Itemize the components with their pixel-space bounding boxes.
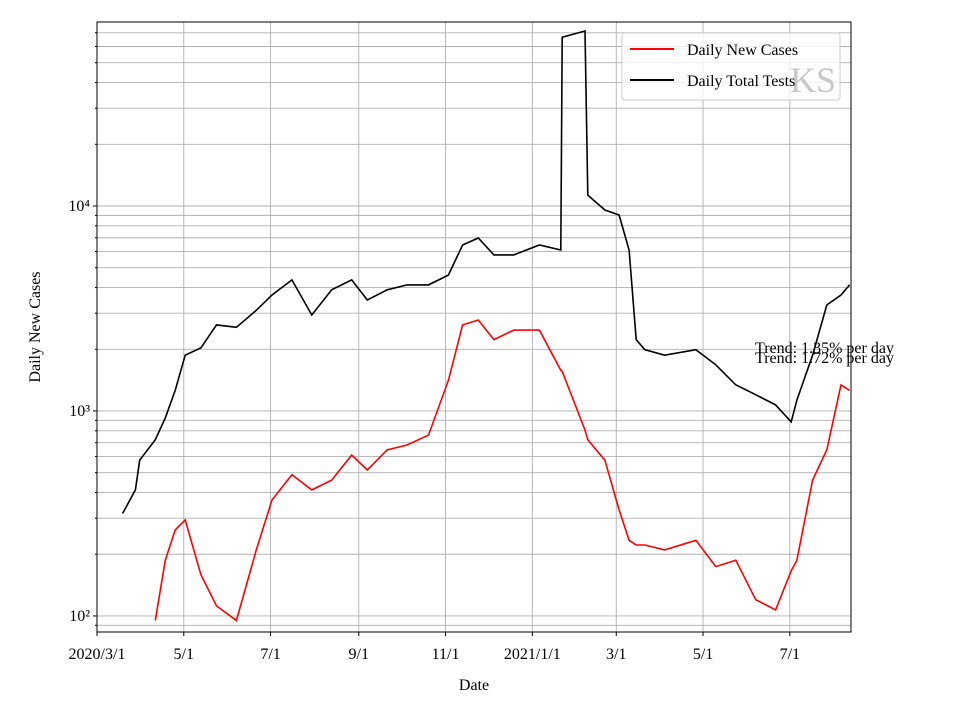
x-tick-label: 7/1 [780,646,800,663]
annotation: Trend: 1.72% per day [755,350,894,367]
y-axis-label: Daily New Cases [27,271,44,382]
legend-label: Daily Total Tests [687,73,795,90]
x-axis-label: Date [459,677,489,694]
x-tick-label: 2020/3/1 [69,646,126,663]
x-tick-label: 11/1 [432,646,460,663]
series-line [154,319,851,622]
axes-frame [96,21,852,633]
x-tick-label: 7/1 [260,646,280,663]
x-tick-label: 5/1 [693,646,713,663]
y-tick-label: 10² [69,608,90,625]
x-tick-label: 5/1 [174,646,194,663]
x-tick-label: 3/1 [606,646,626,663]
x-tick-label: 2021/1/1 [504,646,561,663]
y-tick-label: 10⁴ [68,198,90,215]
legend-box [621,32,841,101]
annotation: Trend: 1.35% per day [755,340,894,357]
series-line [121,29,851,514]
y-tick-label: 10³ [69,403,90,420]
x-tick-label: 9/1 [349,646,369,663]
watermark: KS [790,60,836,100]
legend-label: Daily New Cases [687,42,798,59]
